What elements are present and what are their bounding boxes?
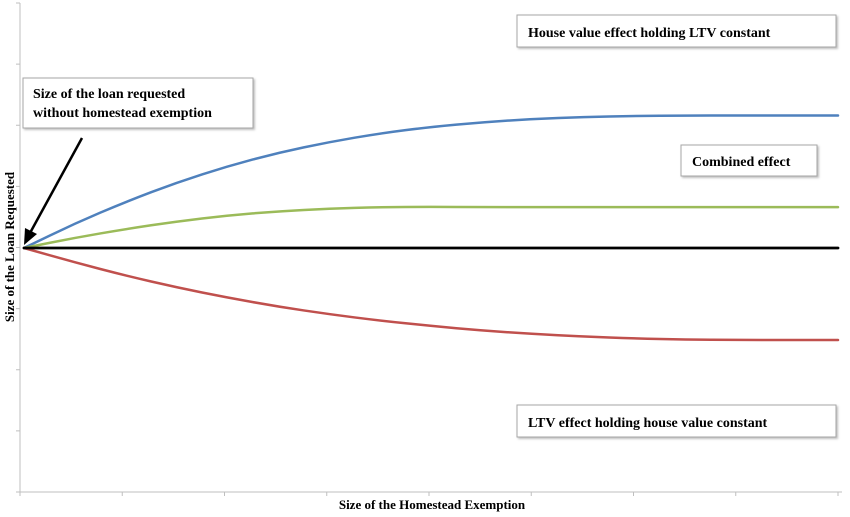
x-axis-title: Size of the Homestead Exemption	[339, 497, 526, 512]
series-line-2	[22, 246, 840, 342]
arrow-head	[24, 228, 37, 245]
annotation-ltv-text: LTV effect holding house value constant	[528, 416, 768, 431]
y-ticks	[16, 2, 20, 493]
annotation-house-value-text: House value effect holding LTV constant	[528, 26, 771, 41]
annotation-house-value: House value effect holding LTV constant	[516, 14, 837, 48]
y-axis-title: Size of the Loan Requested	[2, 171, 17, 322]
axes	[16, 2, 842, 496]
series-line-0	[22, 114, 840, 250]
annotation-baseline-line-2: without homestead exemption	[33, 106, 212, 121]
annotation-ltv: LTV effect holding house value constant	[516, 404, 837, 438]
series-layer	[22, 114, 840, 342]
arrow-shaft	[28, 137, 84, 234]
x-ticks	[19, 492, 839, 496]
annotation-combined: Combined effect	[680, 144, 818, 177]
annotation-combined-text: Combined effect	[692, 155, 791, 170]
series-line-1	[22, 205, 840, 250]
annotation-baseline: Size of the loan requested without homes…	[22, 77, 254, 129]
arrow	[24, 137, 84, 245]
annotation-baseline-line-1: Size of the loan requested	[33, 87, 185, 102]
